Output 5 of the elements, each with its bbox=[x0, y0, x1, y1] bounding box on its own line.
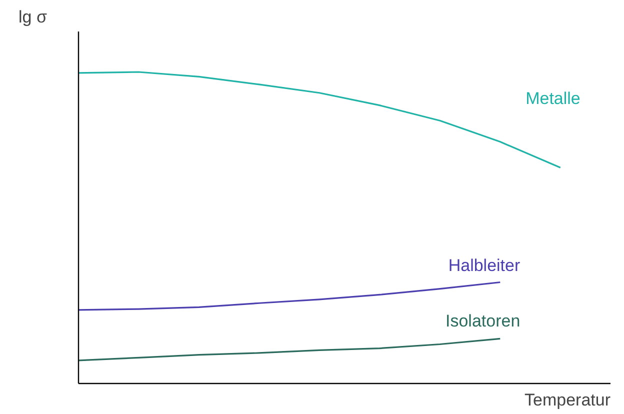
series-label: Isolatoren bbox=[445, 311, 520, 330]
y-axis-title: lg σ bbox=[18, 8, 48, 26]
text: Metalle bbox=[526, 88, 580, 108]
x-axis-title: Temperatur bbox=[524, 390, 611, 410]
series-label: Halbleiter bbox=[448, 256, 520, 275]
